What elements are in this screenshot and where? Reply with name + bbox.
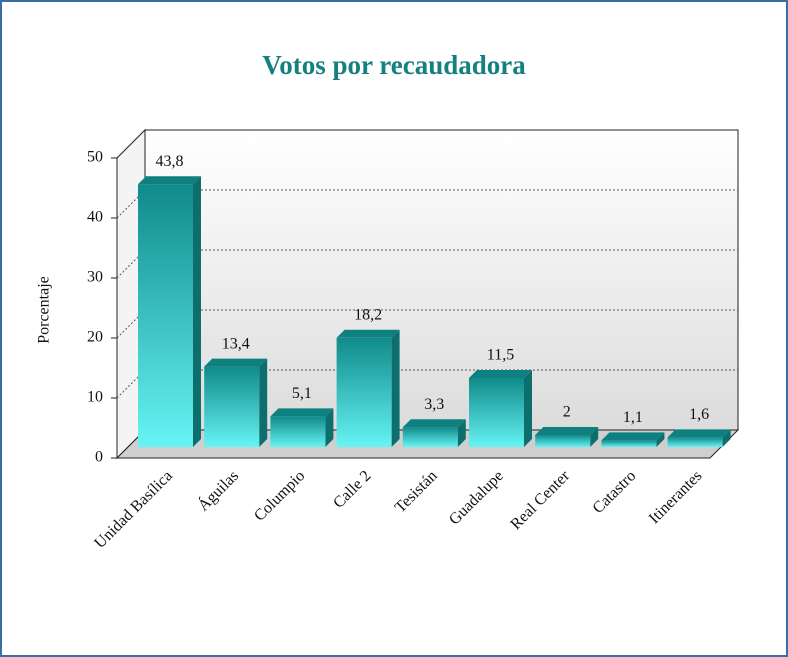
bar-front <box>204 366 260 447</box>
data-label: 43,8 <box>156 153 184 170</box>
bar-top <box>270 408 334 417</box>
y-tick-label: 40 <box>87 209 103 226</box>
data-label: 1,6 <box>689 406 709 423</box>
bar-top <box>667 429 731 438</box>
bar-front <box>270 416 326 447</box>
data-label: 11,5 <box>487 347 514 364</box>
data-label: 1,1 <box>623 409 643 426</box>
bar-front <box>336 337 392 447</box>
data-label: 2 <box>563 404 571 421</box>
bar-front <box>667 437 723 447</box>
y-axis-label: Porcentaje <box>36 276 53 344</box>
data-label: 5,1 <box>292 385 312 402</box>
bar <box>469 370 532 447</box>
bar-front <box>535 435 591 447</box>
bar-top <box>535 427 599 435</box>
bar-side <box>524 370 532 447</box>
y-tick-label: 20 <box>87 329 103 346</box>
bar-top <box>469 370 532 378</box>
bar <box>402 419 466 447</box>
bar <box>204 358 268 447</box>
bar-side <box>656 432 665 447</box>
bar-side <box>722 429 731 447</box>
y-tick-label: 30 <box>87 269 103 286</box>
bar-side <box>457 419 466 447</box>
data-label: 13,4 <box>222 335 250 352</box>
y-tick-label: 0 <box>95 449 103 466</box>
bar-top <box>601 432 665 441</box>
y-tick-label: 10 <box>87 389 103 406</box>
bar <box>138 176 201 447</box>
bar <box>667 429 731 447</box>
bar-front <box>402 427 458 447</box>
bar <box>601 432 665 447</box>
bar-side <box>193 176 201 447</box>
bar-front <box>469 378 524 447</box>
bar <box>270 408 334 447</box>
bar <box>336 329 400 447</box>
bar <box>535 427 599 447</box>
bar-top <box>336 329 400 338</box>
bar-front <box>601 440 657 447</box>
chart-title: Votos por recaudadora <box>262 50 526 80</box>
bar-side <box>325 408 334 447</box>
bar-top <box>204 358 268 367</box>
bar-front <box>138 184 193 447</box>
data-label: 3,3 <box>424 396 444 413</box>
bar-top <box>138 176 201 185</box>
y-tick-label: 50 <box>87 149 103 166</box>
bar-top <box>402 419 466 428</box>
bar-side <box>391 329 400 447</box>
bar-side <box>259 358 268 447</box>
data-label: 18,2 <box>354 306 382 323</box>
bar-side <box>590 427 599 447</box>
